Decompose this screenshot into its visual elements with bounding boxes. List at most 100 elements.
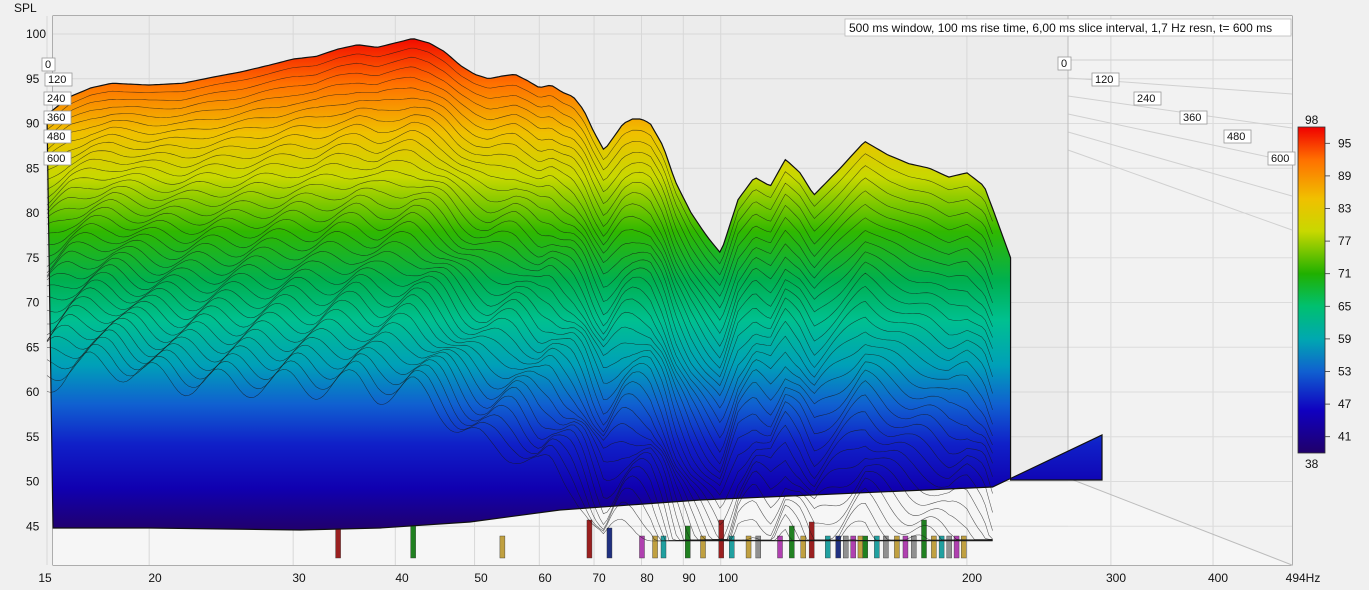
slice-line <box>46 272 993 540</box>
svg-text:600: 600 <box>1271 153 1289 165</box>
marker-bar <box>894 535 900 559</box>
y-tick-label: 70 <box>26 296 40 310</box>
svg-text:480: 480 <box>47 131 65 143</box>
slice-line <box>46 47 993 265</box>
info-box: 500 ms window, 100 ms rise time, 6,00 ms… <box>844 18 1292 37</box>
time-tick-label: 0 <box>41 57 56 72</box>
info-text: 500 ms window, 100 ms rise time, 6,00 ms… <box>849 21 1272 35</box>
slice-line <box>46 139 993 378</box>
marker-bar <box>586 519 593 559</box>
marker-bar <box>883 535 889 559</box>
x-tick-label: 60 <box>538 571 552 585</box>
x-tick-label: 90 <box>682 571 696 585</box>
x-tick-label: 15 <box>38 571 52 585</box>
time-tick-label: 600 <box>43 151 72 166</box>
colorbar-max-label: 98 <box>1305 113 1319 127</box>
y-tick-label: 90 <box>26 117 40 131</box>
x-tick-label: 40 <box>395 571 409 585</box>
colorbar: 95 89 83 77 71 65 59 53 47 41 98 38 <box>1297 113 1352 471</box>
slice-line <box>46 231 993 487</box>
marker-bar <box>938 535 945 559</box>
x-tick-label: 30 <box>292 571 306 585</box>
svg-text:480: 480 <box>1227 131 1245 143</box>
colorbar-min-label: 38 <box>1305 457 1319 471</box>
x-tick-label: 400 <box>1208 571 1228 585</box>
svg-text:120: 120 <box>1095 74 1113 86</box>
marker-bar <box>857 535 864 559</box>
svg-text:360: 360 <box>47 112 65 124</box>
marker-bar <box>862 535 868 559</box>
slice-line <box>47 287 993 540</box>
slice-line <box>46 170 993 409</box>
y-ticks: 45 50 55 60 65 70 75 80 85 90 95 100 <box>26 27 46 533</box>
marker-bar <box>835 535 841 559</box>
svg-text:0: 0 <box>45 59 51 71</box>
marker-bar <box>961 535 967 559</box>
marker-bar <box>825 535 831 559</box>
colorbar-tick-label: 53 <box>1338 365 1352 379</box>
marker-bar <box>850 535 856 559</box>
y-tick-label: 55 <box>26 430 40 444</box>
x-tick-label: 20 <box>148 571 162 585</box>
slice-line <box>46 221 993 480</box>
marker-bar <box>499 535 506 559</box>
colorbar-gradient <box>1297 126 1326 454</box>
marker-bar <box>652 535 658 559</box>
time-tick-label: 0 <box>1057 56 1072 71</box>
marker-bar <box>639 535 645 559</box>
svg-text:0: 0 <box>1061 58 1067 70</box>
slice-line <box>46 121 993 359</box>
time-tick-label: 480 <box>43 129 72 144</box>
colorbar-tick-label: 65 <box>1338 299 1352 313</box>
surface-fill <box>46 38 1103 531</box>
colorbar-tick-label: 71 <box>1338 267 1352 281</box>
svg-text:240: 240 <box>47 93 65 105</box>
slice-line <box>46 106 993 334</box>
marker-bar <box>410 523 416 559</box>
y-tick-label: 50 <box>26 475 40 489</box>
marker-bar <box>660 535 667 559</box>
marker-bar <box>729 535 735 559</box>
y-tick-label: 60 <box>26 385 40 399</box>
colorbar-tick-label: 89 <box>1338 169 1352 183</box>
marker-bar <box>789 525 795 559</box>
marker-bar <box>800 535 807 559</box>
marker-bar <box>902 535 909 559</box>
colorbar-tick-label: 59 <box>1338 332 1352 346</box>
colorbar-tick-label: 95 <box>1338 136 1352 150</box>
slice-line <box>46 351 993 542</box>
marker-bar <box>755 535 761 559</box>
slice-line <box>46 187 993 439</box>
time-tick-label: 240 <box>1133 91 1162 106</box>
marker-bar <box>931 535 937 559</box>
slice-line <box>46 202 993 465</box>
time-tick-label: 480 <box>1223 129 1252 144</box>
x-tick-label: 494Hz <box>1286 571 1321 585</box>
x-tick-label: 50 <box>474 571 488 585</box>
svg-text:360: 360 <box>1183 112 1201 124</box>
slice-line <box>46 130 993 369</box>
marker-bar <box>911 535 917 559</box>
svg-text:600: 600 <box>47 153 65 165</box>
waterfall-surface <box>46 38 1103 531</box>
slice-lines <box>46 47 993 542</box>
marker-bar <box>685 525 691 559</box>
colorbar-tick-label: 47 <box>1338 397 1352 411</box>
x-tick-label: 300 <box>1106 571 1126 585</box>
slice-line <box>46 97 993 321</box>
x-tick-label: 200 <box>962 571 982 585</box>
slice-line <box>46 76 993 297</box>
y-axis-label: SPL <box>14 1 37 15</box>
slice-line <box>46 257 993 531</box>
marker-bar <box>946 535 952 559</box>
slice-line <box>46 114 993 347</box>
svg-text:120: 120 <box>48 74 66 86</box>
slice-line <box>46 251 993 513</box>
time-tick-label: 120 <box>1091 72 1120 87</box>
slice-line <box>46 264 993 540</box>
y-tick-label: 85 <box>26 161 40 175</box>
x-tick-label: 100 <box>718 571 738 585</box>
slice-line <box>46 66 993 286</box>
y-tick-label: 75 <box>26 251 40 265</box>
